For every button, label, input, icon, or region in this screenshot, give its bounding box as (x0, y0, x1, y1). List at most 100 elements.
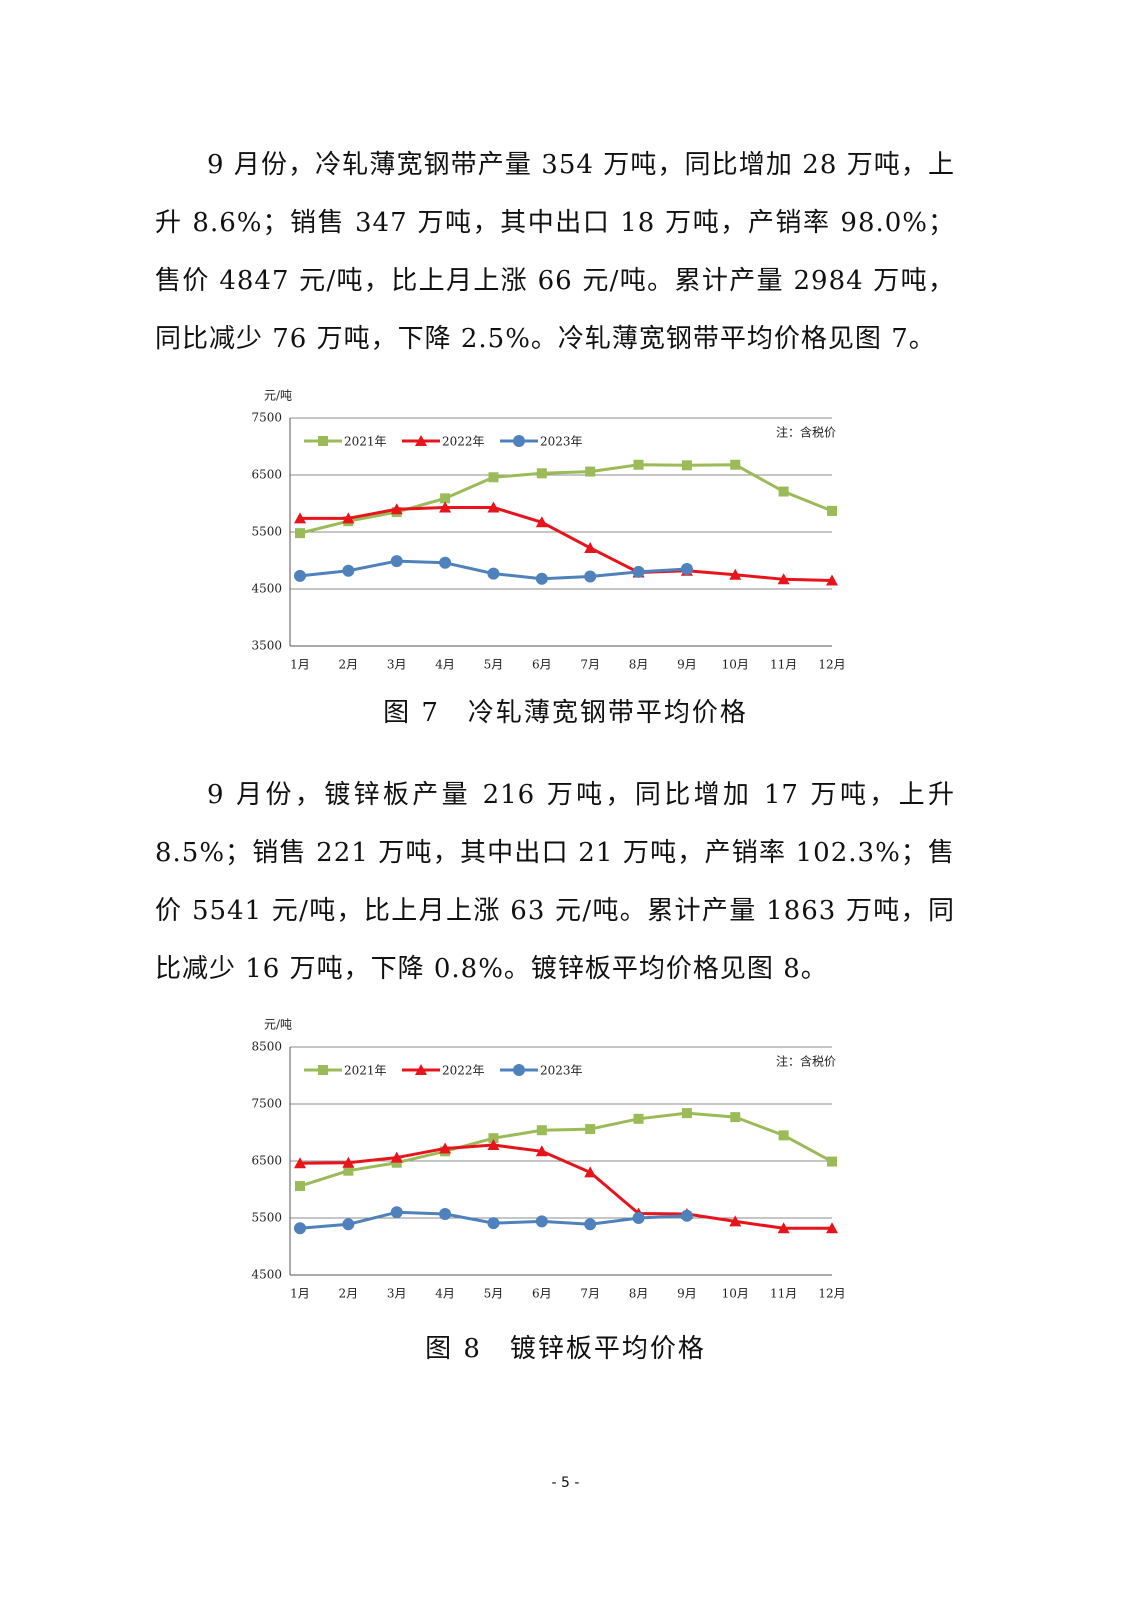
data-point (488, 472, 499, 483)
legend-marker (415, 435, 427, 446)
y-tick-label: 6500 (251, 1154, 282, 1168)
data-point (342, 512, 355, 524)
data-point (681, 1108, 692, 1119)
chart: 元/吨 4500 5500 6500 7500 8500 1月 2月 3月 4月 5月 6月 7月 8月 9… (251, 1018, 845, 1301)
figure-caption: 图 8 镀锌板平均价格 (425, 1334, 706, 1364)
legend-marker (513, 1064, 525, 1076)
x-tick-label: 12月 (818, 658, 845, 672)
data-point (827, 505, 837, 516)
data-point (826, 574, 838, 586)
data-point (390, 1151, 403, 1163)
data-point (729, 568, 742, 580)
legend-label: 2022年 (442, 1064, 485, 1078)
x-tick-label: 10月 (722, 658, 749, 672)
data-point (536, 1125, 547, 1136)
x-tick-label: 10月 (722, 1287, 749, 1301)
series-line (300, 505, 833, 582)
data-point (439, 1142, 452, 1154)
annotation: 注：含税价 (776, 1054, 836, 1069)
y-tick-label: 6500 (251, 468, 282, 482)
data-point (391, 1157, 402, 1168)
data-point (295, 1181, 305, 1192)
x-tick-label: 7月 (580, 658, 600, 672)
data-point (439, 1208, 452, 1221)
series-line (299, 463, 833, 535)
data-point (390, 503, 403, 515)
data-point (584, 1166, 597, 1178)
data-point (535, 516, 548, 528)
y-axis-label: 元/吨 (264, 1018, 292, 1032)
data-point (487, 1139, 500, 1151)
data-point (535, 1215, 548, 1228)
data-point (488, 1133, 499, 1144)
x-tick-label: 3月 (387, 658, 407, 672)
data-point (778, 486, 789, 497)
data-point (777, 1222, 790, 1234)
annotation: 注：含税价 (776, 425, 836, 440)
page-number: - 5 - (551, 1475, 580, 1491)
paragraph: 9 月份，冷轧薄宽钢带产量 354 万吨，同比增加 28 万吨，上升 8.6%；… (155, 150, 955, 354)
x-tick-label: 4月 (435, 658, 455, 672)
data-point (390, 555, 403, 568)
data-point (439, 501, 452, 513)
data-point (342, 1156, 355, 1168)
data-point (633, 459, 644, 470)
legend-marker (318, 436, 328, 446)
data-point (632, 1212, 645, 1224)
data-point (487, 1217, 500, 1230)
x-tick-label: 12月 (818, 1287, 845, 1301)
data-point (585, 1124, 596, 1135)
legend-label: 2023年 (540, 1064, 583, 1078)
x-tick-label: 8月 (629, 658, 649, 672)
data-point (342, 1218, 355, 1231)
data-point (633, 1113, 644, 1124)
x-tick-label: 1月 (290, 658, 310, 672)
data-point (584, 541, 597, 553)
x-tick-label: 5月 (484, 1287, 504, 1301)
y-tick-label: 3500 (251, 639, 282, 653)
x-tick-label: 11月 (770, 658, 797, 672)
x-tick-label: 9月 (677, 1287, 697, 1301)
data-point (777, 573, 790, 585)
data-point (826, 1222, 838, 1234)
data-point (487, 567, 500, 580)
data-point (294, 1157, 306, 1169)
x-tick-label: 6月 (532, 658, 552, 672)
data-point (487, 501, 500, 513)
figure-caption: 图 7 冷轧薄宽钢带平均价格 (383, 698, 748, 728)
data-point (730, 1112, 741, 1123)
y-tick-label: 7500 (251, 411, 282, 425)
data-point (295, 528, 305, 539)
legend-label: 2023年 (540, 435, 583, 449)
data-point (294, 512, 306, 524)
chart: 元/吨 3500 4500 5500 6500 7500 1月 2月 3月 4月 5月 6月 7月 8月 9… (251, 389, 845, 672)
x-tick-label: 2月 (339, 1287, 359, 1301)
y-tick-label: 7500 (251, 1097, 282, 1111)
data-point (778, 1130, 789, 1141)
y-tick-label: 8500 (251, 1040, 282, 1054)
data-point (535, 1145, 548, 1157)
data-point (440, 493, 451, 504)
data-point (390, 1206, 403, 1219)
data-point (827, 1156, 837, 1167)
x-tick-label: 4月 (435, 1287, 455, 1301)
data-point (535, 572, 548, 585)
x-tick-label: 5月 (484, 658, 504, 672)
data-point (584, 570, 597, 583)
data-point (342, 564, 355, 577)
data-point (681, 460, 692, 471)
data-point (536, 468, 547, 479)
paragraph: 9 月份，镀锌板产量 216 万吨，同比增加 17 万吨，上升 8.5%；销售 … (155, 780, 955, 984)
legend-label: 2021年 (344, 435, 387, 449)
x-tick-label: 9月 (677, 658, 697, 672)
data-point (584, 1218, 597, 1231)
data-point (585, 466, 596, 477)
data-point (294, 569, 306, 582)
legend-marker (415, 1064, 427, 1075)
legend-marker (513, 435, 525, 447)
data-point (439, 556, 452, 569)
y-tick-label: 5500 (251, 1211, 282, 1225)
data-point (680, 1209, 693, 1222)
y-tick-label: 4500 (251, 1268, 282, 1282)
